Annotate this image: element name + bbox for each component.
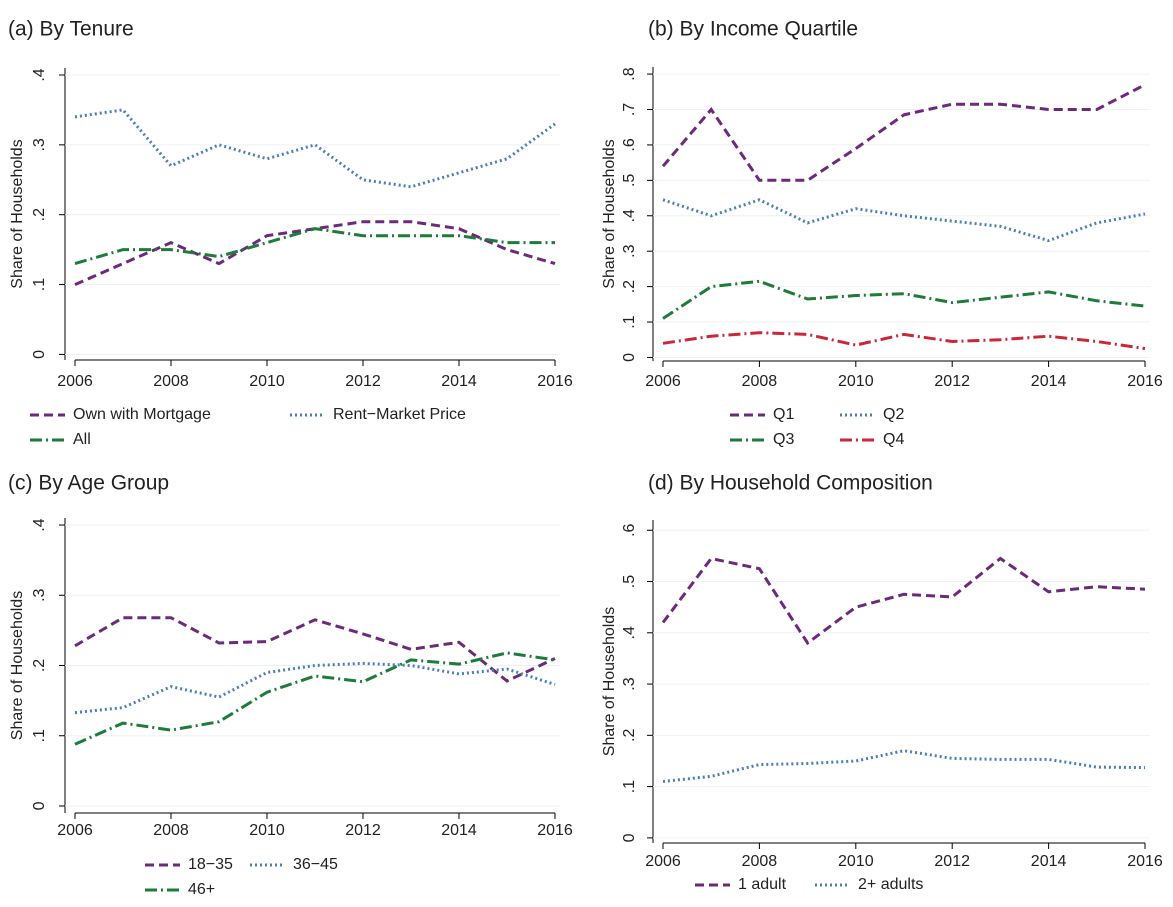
y-tick-label: .3 <box>621 244 638 257</box>
x-tick-label: 2006 <box>57 373 93 390</box>
y-tick-label: .1 <box>621 780 638 793</box>
legend-label: 46+ <box>188 881 215 898</box>
legend-label: Q3 <box>773 431 794 448</box>
y-tick-label: .3 <box>621 677 638 690</box>
x-tick-label: 2010 <box>249 822 285 839</box>
x-tick-label: 2016 <box>537 373 573 390</box>
legend-label: Rent−Market Price <box>333 406 466 423</box>
y-tick-label: .8 <box>621 67 638 80</box>
y-tick-label: .5 <box>621 575 638 588</box>
y-tick-label: .4 <box>621 626 638 639</box>
y-tick-label: 0 <box>621 833 638 842</box>
y-axis-label: Share of Households <box>9 591 26 740</box>
legend-label: 2+ adults <box>858 876 923 893</box>
series-line <box>74 616 556 683</box>
series-line <box>74 651 556 746</box>
panel-title: (a) By Tenure <box>8 18 134 41</box>
x-tick-label: 2010 <box>249 373 285 390</box>
x-tick-label: 2012 <box>345 373 381 390</box>
x-tick-label: 2016 <box>1127 373 1163 390</box>
y-tick-label: .2 <box>31 659 48 672</box>
panel-title: (c) By Age Group <box>8 472 169 495</box>
series-line <box>661 83 1146 182</box>
x-tick-label: 2010 <box>838 853 874 870</box>
y-axis-label: Share of Households <box>601 139 618 288</box>
x-tick-label: 2012 <box>934 853 970 870</box>
series-line <box>662 749 1146 783</box>
legend-label: Q2 <box>883 406 904 423</box>
y-tick-label: .2 <box>31 208 48 221</box>
y-tick-label: .3 <box>31 588 48 601</box>
x-tick-label: 2014 <box>1031 373 1067 390</box>
panel-title: (d) By Household Composition <box>648 472 933 495</box>
panel-title: (b) By Income Quartile <box>648 18 858 41</box>
y-tick-label: .1 <box>31 729 48 742</box>
y-tick-label: .2 <box>621 729 638 742</box>
y-tick-label: .6 <box>621 138 638 151</box>
y-tick-label: 0 <box>621 353 638 362</box>
x-tick-label: 2008 <box>742 373 778 390</box>
y-tick-label: .6 <box>621 523 638 536</box>
y-tick-label: .5 <box>621 174 638 187</box>
series-line <box>662 279 1146 320</box>
x-tick-label: 2006 <box>645 853 681 870</box>
series-line <box>662 331 1146 351</box>
legend-label: 18−35 <box>188 856 233 873</box>
x-tick-label: 2016 <box>537 822 573 839</box>
legend-label: 36−45 <box>293 856 338 873</box>
legend-label: 1 adult <box>738 876 787 893</box>
y-tick-label: .1 <box>621 315 638 328</box>
y-axis-label: Share of Households <box>601 607 618 756</box>
legend-label: All <box>73 431 91 448</box>
y-tick-label: .4 <box>31 68 48 81</box>
series-line <box>74 661 556 715</box>
x-tick-label: 2014 <box>441 822 477 839</box>
series-line <box>662 198 1146 243</box>
x-tick-label: 2014 <box>441 373 477 390</box>
x-tick-label: 2006 <box>645 373 681 390</box>
x-tick-label: 2008 <box>153 373 189 390</box>
x-tick-label: 2016 <box>1127 853 1163 870</box>
series-line <box>74 220 556 286</box>
y-tick-label: .2 <box>621 280 638 293</box>
y-tick-label: 0 <box>31 350 48 359</box>
x-tick-label: 2014 <box>1031 853 1067 870</box>
x-tick-label: 2008 <box>742 853 778 870</box>
y-tick-label: 0 <box>31 801 48 810</box>
legend-label: Q4 <box>883 431 904 448</box>
x-tick-label: 2006 <box>57 822 93 839</box>
legend-label: Own with Mortgage <box>73 406 211 423</box>
y-tick-label: .7 <box>621 103 638 116</box>
x-tick-label: 2008 <box>153 822 189 839</box>
series-line <box>74 227 555 266</box>
series-line <box>661 556 1146 646</box>
legend-label: Q1 <box>773 406 794 423</box>
y-tick-label: .1 <box>31 278 48 291</box>
y-tick-label: .4 <box>621 209 638 222</box>
x-tick-label: 2010 <box>838 373 874 390</box>
y-axis-label: Share of Households <box>9 139 26 288</box>
series-line <box>74 108 556 189</box>
x-tick-label: 2012 <box>345 822 381 839</box>
y-tick-label: .3 <box>31 138 48 151</box>
x-tick-label: 2012 <box>934 373 970 390</box>
y-tick-label: .4 <box>31 518 48 531</box>
